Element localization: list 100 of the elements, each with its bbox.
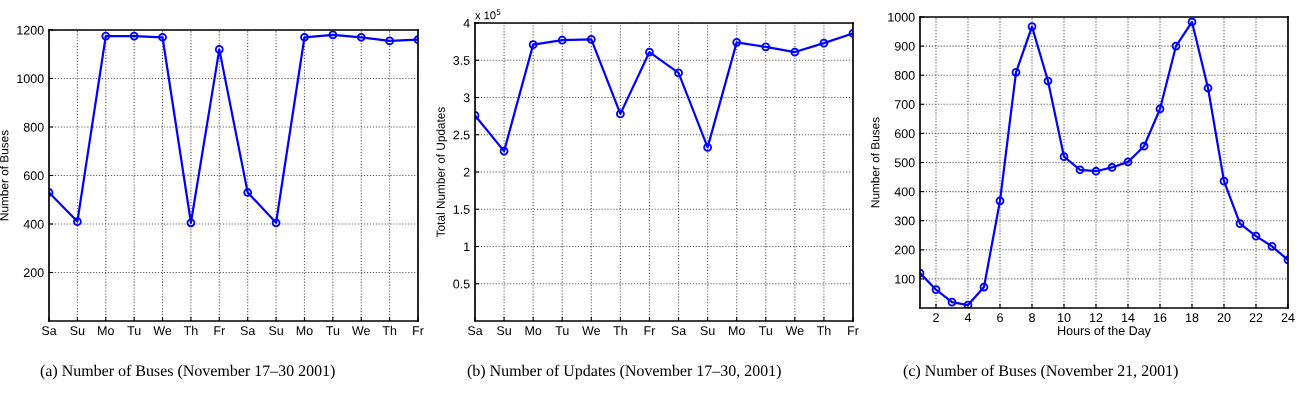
point — [1123, 157, 1133, 167]
x-tick-label: We — [785, 326, 804, 336]
y-axis-title: Number of Buses — [870, 117, 880, 208]
y-tick-label: 1000 — [888, 12, 915, 22]
point — [1107, 163, 1117, 172]
point — [1267, 241, 1277, 251]
y-tick-label: 800 — [894, 71, 915, 80]
y-tick-label: 4 — [463, 18, 470, 28]
x-tick-label: Su — [497, 326, 511, 336]
x-tick-label: Sa — [41, 326, 57, 336]
point — [1219, 176, 1229, 186]
point — [979, 282, 989, 292]
x-tick-label: 8 — [1029, 313, 1035, 323]
point — [947, 297, 957, 307]
x-tick-label: 12 — [1090, 313, 1103, 322]
point — [385, 36, 394, 46]
x-tick-label: 18 — [1186, 313, 1199, 323]
point — [1075, 165, 1085, 175]
x-tick-label: 4 — [964, 313, 972, 322]
point — [101, 31, 111, 41]
point — [1171, 41, 1181, 51]
point — [1091, 166, 1101, 176]
point — [356, 32, 366, 42]
x-tick-label: Th — [613, 325, 627, 335]
point — [674, 68, 683, 78]
y-tick-label: 0.5 — [453, 279, 470, 289]
y-tick-label: 600 — [23, 171, 44, 181]
y-tick-label: 1 — [464, 242, 470, 252]
text: x 10$^{5}$ — [475, 9, 501, 20]
point — [995, 196, 1005, 206]
x-tick-label: Mo — [98, 326, 114, 336]
point — [645, 47, 654, 57]
text: (c) Number of Buses (November 21, 2001) — [903, 364, 1178, 380]
y-tick-label: 3 — [463, 93, 470, 103]
point — [186, 218, 196, 228]
point — [499, 146, 509, 156]
x-tick-label: Mo — [729, 326, 745, 336]
point — [963, 300, 973, 308]
x-tick-label: Th — [816, 325, 831, 335]
point — [1251, 231, 1261, 241]
x-tick-label: Su — [269, 326, 283, 336]
x-tick-label: Mo — [296, 326, 313, 336]
point — [528, 40, 538, 49]
point — [1139, 141, 1149, 151]
y-tick-label: 2.5 — [453, 130, 470, 140]
point — [1059, 152, 1069, 162]
x-tick-label: We — [153, 326, 172, 336]
point — [1203, 83, 1213, 93]
x-tick-label: Sa — [467, 326, 483, 336]
point — [732, 37, 742, 47]
point — [790, 47, 800, 57]
y-tick-label: 3.5 — [453, 56, 470, 65]
point — [557, 35, 567, 45]
x-tick-label: 14 — [1122, 313, 1135, 322]
x-tick-label: Tu — [758, 326, 772, 336]
y-tick-label: 800 — [23, 122, 44, 132]
x-tick-label: Fr — [848, 326, 859, 335]
text: (a) Number of Buses (November 17–30 2001) — [40, 364, 335, 380]
y-tick-label: 200 — [23, 268, 44, 278]
point — [328, 30, 338, 40]
point — [1235, 219, 1245, 228]
x-tick-label: Su — [700, 326, 715, 336]
point — [73, 217, 82, 226]
y-axis-title: Number of Buses — [0, 130, 9, 221]
point — [703, 143, 712, 152]
x-tick-label: 20 — [1217, 313, 1231, 323]
y-tick-label: 1000 — [17, 74, 44, 84]
x-tick-label: Sa — [671, 326, 687, 336]
point — [1043, 76, 1053, 86]
point — [819, 38, 829, 48]
y-tick-label: 1200 — [17, 25, 44, 35]
x-tick-label: Tu — [326, 326, 340, 336]
x-tick-label: 22 — [1249, 313, 1263, 322]
x-tick-label: Sa — [240, 326, 256, 336]
x-axis-title: Hours of the Day — [1058, 325, 1151, 338]
x-tick-label: 10 — [1058, 313, 1071, 323]
x-tick-label: We — [582, 326, 601, 336]
y-axis-title: Total Number of Updates — [436, 107, 448, 238]
point — [1187, 17, 1197, 27]
x-tick-label: Fr — [644, 326, 656, 335]
x-tick-label: 6 — [997, 313, 1003, 323]
point — [616, 109, 625, 119]
y-tick-label: 600 — [894, 129, 915, 139]
point — [761, 42, 771, 52]
point — [586, 35, 596, 44]
point — [931, 285, 941, 295]
x-tick-label: We — [352, 326, 370, 336]
y-tick-label: 300 — [894, 216, 915, 226]
x-tick-label: Mo — [525, 326, 542, 336]
y-tick-label: 900 — [894, 41, 915, 51]
x-tick-label: Tu — [127, 326, 141, 336]
x-tick-label: Fr — [413, 326, 424, 335]
point — [300, 32, 309, 42]
point — [158, 32, 167, 42]
y-tick-label: 100 — [895, 274, 915, 284]
x-tick-label: Fr — [214, 326, 225, 335]
x-tick-label: Th — [382, 325, 397, 335]
y-tick-label: 200 — [894, 245, 915, 255]
y-tick-label: 1.5 — [453, 205, 470, 214]
x-tick-label: Th — [183, 325, 198, 335]
